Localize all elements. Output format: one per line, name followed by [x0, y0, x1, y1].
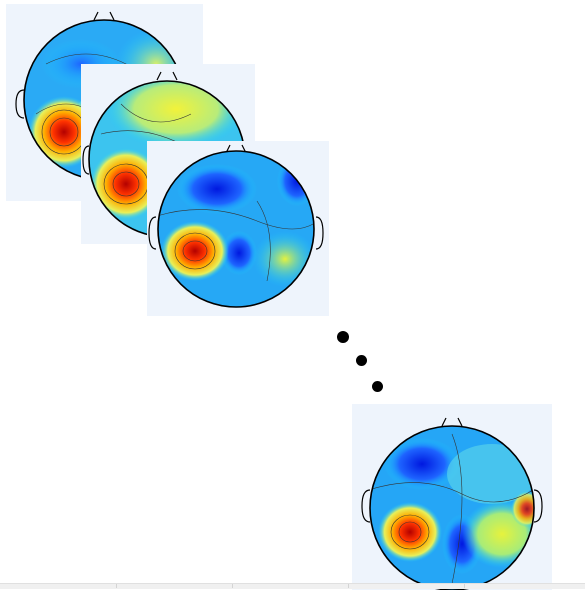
ellipsis-dot-3	[372, 381, 383, 392]
topomap-panel-4	[352, 404, 552, 590]
scalp-map-4	[361, 417, 543, 590]
scalp-map-3	[148, 144, 324, 308]
ellipsis-dot-1	[337, 331, 349, 343]
topomap-panel-3	[147, 141, 329, 316]
bottom-baseline	[0, 583, 585, 589]
ellipsis-dot-2	[356, 355, 367, 366]
